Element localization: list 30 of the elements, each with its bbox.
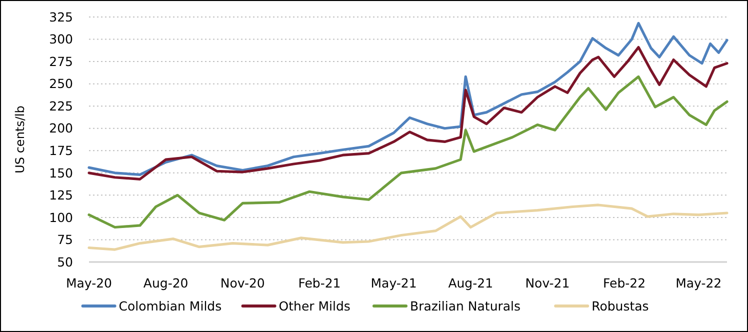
x-tick-label: May-20 (66, 275, 112, 290)
y-tick-label: 75 (57, 232, 73, 248)
legend-label: Other Milds (278, 298, 350, 314)
x-tick-label: May-21 (370, 275, 417, 290)
y-tick-label: 100 (49, 210, 74, 225)
y-tick-label: 275 (49, 54, 73, 69)
line-series (88, 204, 728, 251)
x-tick-label: Feb-21 (298, 275, 341, 290)
y-tick-label: 150 (49, 165, 74, 180)
legend-label: Robustas (592, 298, 649, 314)
line-series (88, 75, 728, 229)
y-tick-label: 300 (49, 32, 74, 47)
y-tick-label: 50 (57, 254, 74, 270)
x-tick-label: May-22 (676, 275, 722, 290)
line-series (88, 46, 728, 180)
x-tick-label: Feb-22 (603, 275, 646, 290)
legend-label: Colombian Milds (118, 298, 222, 314)
y-tick-label: 250 (49, 76, 74, 92)
x-tick-label: Aug-20 (143, 275, 188, 290)
x-tick-label: Nov-20 (220, 275, 265, 290)
y-tick-label: 325 (49, 9, 73, 24)
legend-label: Brazilian Naturals (410, 298, 521, 314)
y-tick-label: 175 (49, 143, 73, 158)
y-tick-label: 225 (49, 98, 73, 114)
x-tick-label: Nov-21 (525, 275, 570, 290)
y-axis-title: US cents/lb (13, 106, 27, 174)
line-series (88, 22, 728, 176)
x-tick-label: Aug-21 (448, 275, 494, 290)
y-tick-label: 125 (49, 188, 73, 203)
y-tick-label: 200 (49, 120, 74, 136)
